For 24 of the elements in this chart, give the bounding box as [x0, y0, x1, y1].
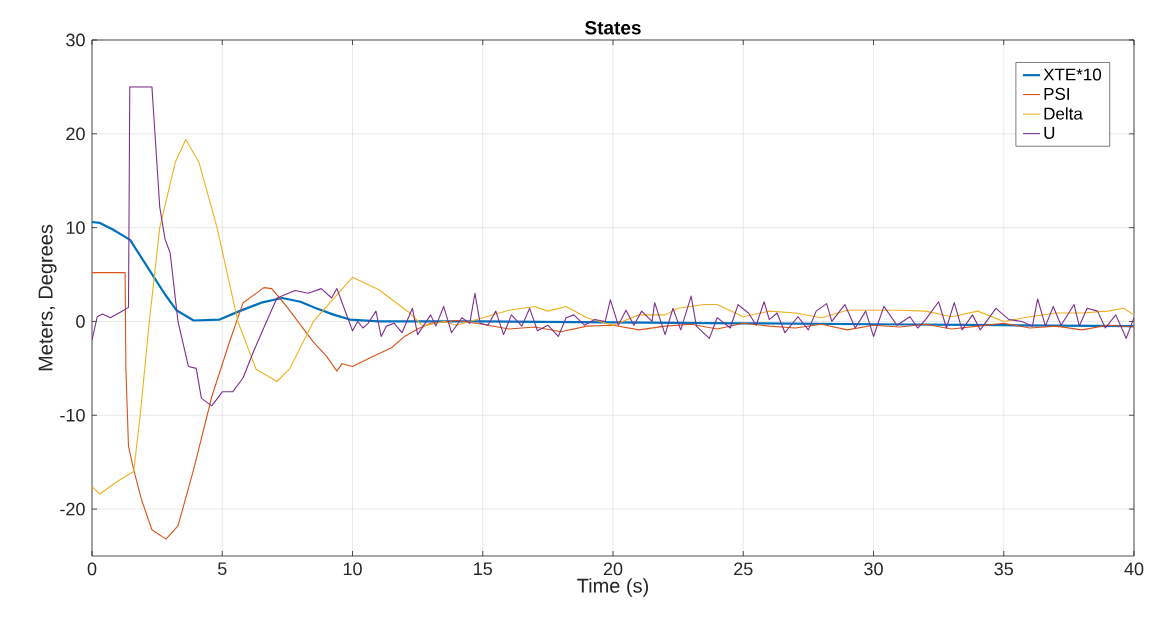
y-tick-label: -20: [60, 502, 85, 516]
legend-label: XTE*10: [1043, 68, 1102, 81]
x-axis-title: Time (s): [577, 578, 649, 597]
x-tick-label: 10: [343, 562, 362, 576]
legend-label: PSI: [1044, 87, 1069, 100]
y-tick-label: -10: [60, 408, 85, 422]
x-tick-label: 20: [603, 562, 623, 576]
legend-label: Delta: [1044, 107, 1083, 120]
y-axis-title: Meters, Degrees: [38, 224, 57, 371]
x-tick-label: 5: [217, 562, 227, 576]
y-tick-label: 10: [66, 221, 85, 234]
x-tick-label: 30: [864, 562, 883, 576]
x-tick-label: 40: [1124, 562, 1144, 576]
y-tick-label: 0: [76, 315, 85, 328]
y-tick-label: 30: [66, 33, 85, 47]
x-tick-label: 15: [474, 562, 493, 576]
chart-title: States: [585, 21, 641, 35]
legend-label: U: [1044, 127, 1055, 139]
x-tick-label: 35: [994, 562, 1013, 576]
y-tick-label: 20: [66, 127, 85, 141]
x-tick-label: 0: [87, 562, 97, 576]
line-series: [92, 86, 1134, 407]
x-tick-label: 25: [734, 562, 753, 576]
line-series: [92, 272, 1134, 540]
